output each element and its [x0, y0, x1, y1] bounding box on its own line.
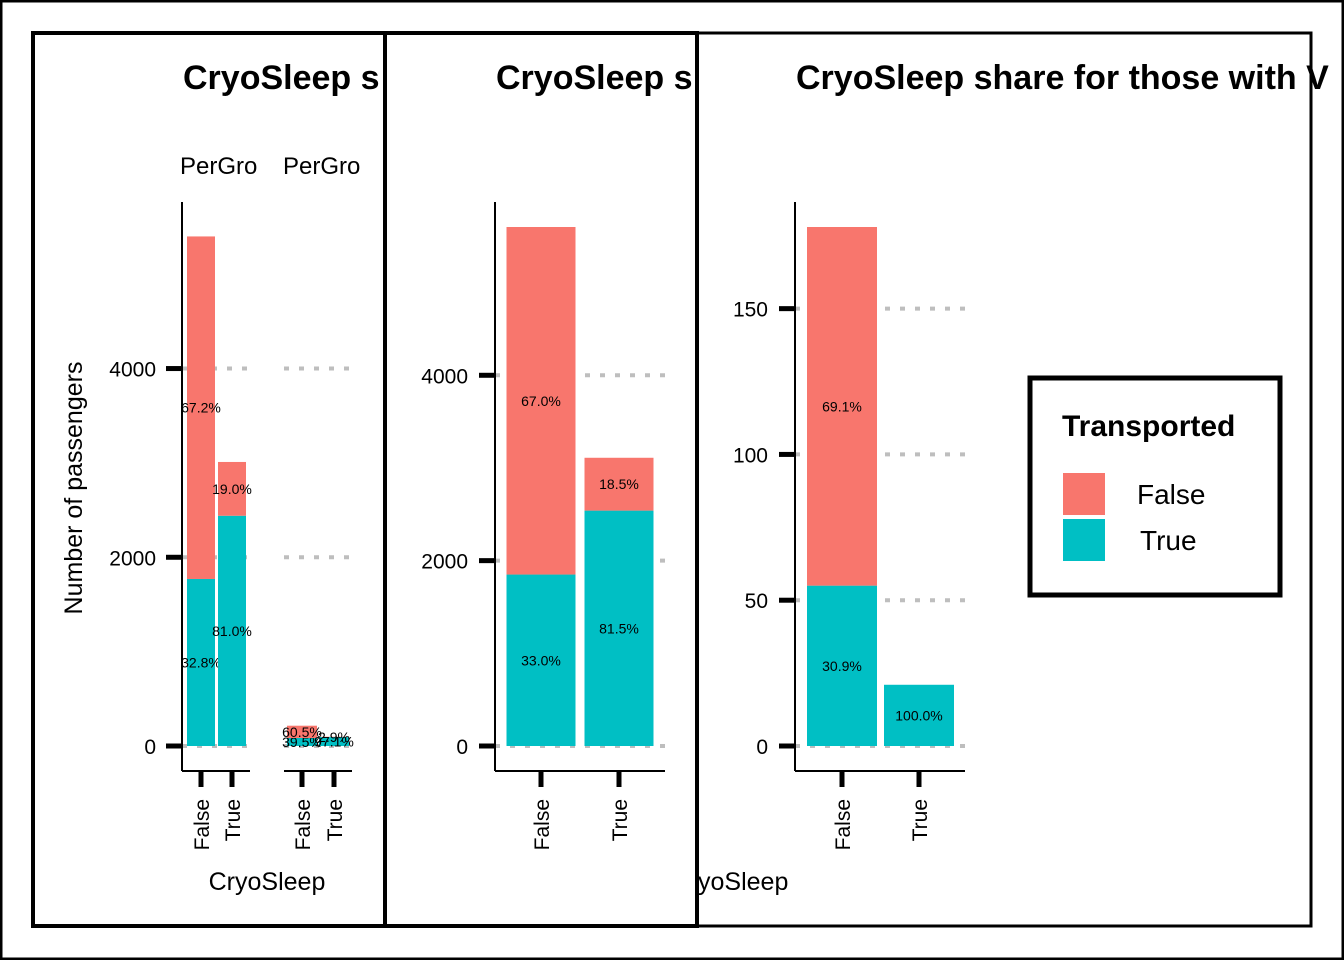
bar-false-false [807, 227, 877, 586]
panel-1-y-axis-label: Number of passengers [60, 362, 88, 615]
bar-data-label: 67.2% [181, 400, 221, 416]
panel-1-border [31, 31, 387, 928]
panel-3-axes: 0 50 100 150 False True [733, 202, 965, 850]
y-tick-label: 0 [456, 736, 468, 759]
bar-false-false [287, 725, 317, 738]
y-tick-label: 4000 [421, 365, 468, 388]
bar-data-label: 67.0% [521, 393, 561, 409]
bar-false-true [506, 574, 576, 746]
bar-data-label: 97.1% [314, 734, 354, 750]
y-tick-label: 150 [733, 299, 768, 322]
x-tick-label-false: False [191, 799, 214, 850]
panel-1-strip-label-1: PerGro [180, 153, 257, 180]
y-tick-label: 0 [144, 736, 156, 759]
y-tick-label: 100 [733, 444, 768, 467]
bar-data-label: 81.5% [599, 620, 639, 636]
bar-true-false [218, 461, 246, 516]
bar-false-false [506, 227, 576, 575]
x-tick-label-false: False [292, 799, 315, 850]
panel-3-bars: 30.9% 69.1% 100.0% [807, 227, 954, 746]
bar-data-label: 33.0% [521, 652, 561, 668]
panel-1-bars: 32.8% 67.2% 81.0% 19.0% 39.5%60.5%97.1%2.9% [181, 236, 354, 750]
bar-data-label: 39.5% [282, 734, 322, 750]
y-tick-label: 4000 [109, 359, 156, 382]
legend-key-false [1063, 473, 1105, 515]
bar-true-true [218, 515, 246, 746]
bar-data-label: 19.0% [212, 481, 252, 497]
legend-key-true [1063, 519, 1105, 561]
legend-label-true: True [1140, 525, 1197, 556]
bar-data-label: 18.5% [599, 476, 639, 492]
y-tick-label: 0 [756, 736, 768, 759]
y-tick-label: 2000 [421, 551, 468, 574]
x-tick-label-true: True [909, 799, 932, 841]
y-tick-label: 2000 [109, 547, 156, 570]
bar-data-label: 81.0% [212, 623, 252, 639]
bar-true-true [584, 510, 654, 746]
panel-1-title: CryoSleep s [183, 59, 380, 97]
bar-false-true [187, 578, 215, 746]
bar-data-label: 60.5% [282, 724, 322, 740]
x-tick-label-true: True [324, 799, 347, 841]
x-tick-label-true: True [609, 799, 632, 841]
bar-data-label: 32.8% [181, 654, 221, 670]
panel-2: CryoSleep s 33.0% 67.0% 81.5% 18.5% 0 2000 40… [383, 31, 699, 928]
panel-2-axes: 0 2000 4000 False True [421, 202, 665, 850]
panel-2-bars: 33.0% 67.0% 81.5% 18.5% [506, 227, 654, 746]
panel-1-grid [182, 366, 352, 748]
panel-2-title: CryoSleep s [496, 59, 693, 97]
panel-1-axes: 0 2000 4000 False True False True [109, 202, 352, 850]
bar-false-true [287, 737, 317, 746]
bar-false-false [187, 236, 215, 579]
bar-data-label: 100.0% [895, 707, 942, 723]
bar-data-label: 69.1% [822, 398, 862, 414]
bar-true-true [884, 684, 954, 746]
legend-label-false: False [1137, 479, 1205, 510]
panel-3: CryoSleep share for those with V 30.9% 69… [672, 59, 1329, 896]
bar-data-label: 2.9% [318, 729, 350, 745]
bar-data-label: 30.9% [822, 658, 862, 674]
panel-1-x-axis-label: CryoSleep [209, 868, 326, 896]
bar-true-true [319, 737, 349, 746]
bar-false-true [807, 585, 877, 746]
bar-true-false [584, 457, 654, 511]
panel-1-strip-label-2: PerGro [283, 153, 360, 180]
panel-1: CryoSleep s PerGro PerGro 32.8% 67.2% 81.0… [31, 31, 387, 928]
x-tick-label-true: True [222, 799, 245, 841]
x-tick-label-false: False [832, 799, 855, 850]
legend-title: Transported [1062, 410, 1235, 443]
x-tick-label-false: False [531, 799, 554, 850]
y-tick-label: 50 [745, 590, 768, 613]
panel-3-title: CryoSleep share for those with V [796, 59, 1329, 97]
legend: Transported False True [1027, 375, 1283, 598]
